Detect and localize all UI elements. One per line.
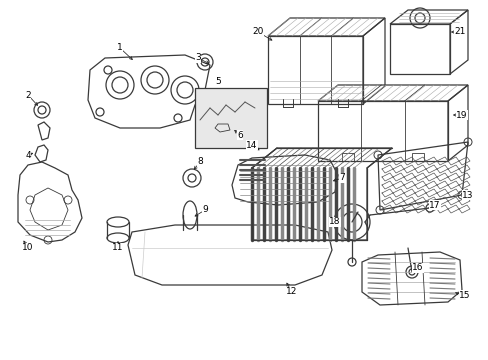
Text: 4: 4 <box>25 150 31 159</box>
Text: 18: 18 <box>328 217 340 226</box>
Text: 1: 1 <box>117 44 122 53</box>
Text: 11: 11 <box>112 243 123 252</box>
Text: 17: 17 <box>428 201 440 210</box>
Bar <box>195 88 266 148</box>
Text: 21: 21 <box>453 27 465 36</box>
Text: 14: 14 <box>246 140 257 149</box>
Text: 19: 19 <box>455 111 467 120</box>
Text: 15: 15 <box>458 291 470 300</box>
Text: 20: 20 <box>252 27 263 36</box>
Text: 5: 5 <box>215 77 221 86</box>
Text: 9: 9 <box>202 206 207 215</box>
Text: 8: 8 <box>197 158 203 166</box>
Text: 16: 16 <box>411 264 423 273</box>
Text: 13: 13 <box>461 190 473 199</box>
Text: 6: 6 <box>237 130 243 139</box>
Text: 2: 2 <box>25 90 31 99</box>
Text: 3: 3 <box>195 54 201 63</box>
Text: 10: 10 <box>22 243 34 252</box>
Text: 12: 12 <box>286 288 297 297</box>
Text: 7: 7 <box>339 174 344 183</box>
